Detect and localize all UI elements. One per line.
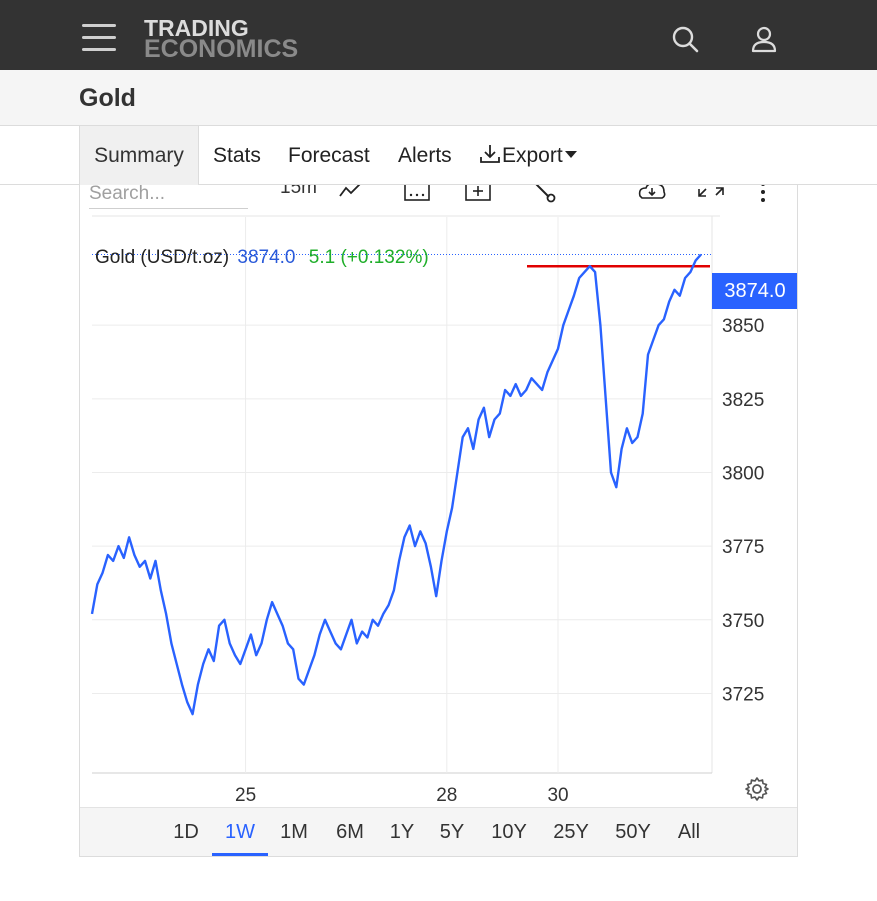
- title-bar: Gold: [0, 70, 877, 126]
- y-tick-label: 3725: [722, 684, 764, 705]
- logo-line-1: TRADING: [144, 15, 249, 41]
- tab-export[interactable]: Export: [478, 126, 577, 185]
- top-navigation-bar: TRADING ECONOMICS: [0, 0, 877, 70]
- interval-selector[interactable]: 15m: [280, 185, 317, 198]
- export-label: Export: [502, 144, 563, 167]
- legend-symbol-name: Gold (USD/t.oz): [95, 247, 230, 268]
- x-tick-label: 25: [235, 785, 256, 806]
- period-all[interactable]: All: [677, 821, 701, 843]
- user-icon[interactable]: [749, 24, 779, 54]
- period-10y[interactable]: 10Y: [491, 821, 527, 843]
- drawing-tool-icon[interactable]: [531, 185, 557, 205]
- trading-economics-logo[interactable]: TRADING ECONOMICS: [144, 15, 299, 63]
- y-tick-label: 3850: [722, 316, 764, 337]
- logo-line-2: ECONOMICS: [144, 35, 299, 63]
- legend-last-price: 3874.0: [237, 247, 296, 268]
- chart-panel: 3725 3750 3775 3800 3825 3850 25 28 30 15m: [79, 185, 798, 857]
- download-icon[interactable]: [636, 185, 668, 205]
- period-selector: 1D 1W 1M 6M 1Y 5Y 10Y 25Y 50Y All: [80, 807, 797, 856]
- fullscreen-icon[interactable]: [696, 185, 726, 205]
- tab-forecast[interactable]: Forecast: [288, 144, 370, 167]
- period-1w[interactable]: 1W: [212, 808, 268, 856]
- x-tick-label: 28: [436, 785, 457, 806]
- legend-price-change: 5.1 (+0.132%): [308, 247, 429, 268]
- section-tabs: Summary Stats Forecast Alerts Export: [0, 126, 877, 185]
- period-1d[interactable]: 1D: [173, 821, 199, 843]
- symbol-search-input[interactable]: [89, 185, 248, 209]
- chart-legend: Gold (USD/t.oz) 3874.0 5.1 (+0.132%): [95, 247, 429, 269]
- page-title: Gold: [79, 84, 136, 112]
- y-tick-label: 3775: [722, 537, 764, 558]
- period-5y[interactable]: 5Y: [439, 821, 465, 843]
- chart-toolbar: 15m: [80, 185, 797, 217]
- hamburger-menu-icon[interactable]: [82, 24, 116, 52]
- chart-type-icon[interactable]: [338, 185, 364, 205]
- period-50y[interactable]: 50Y: [615, 821, 651, 843]
- calendar-icon[interactable]: [403, 185, 431, 205]
- tab-alerts[interactable]: Alerts: [398, 144, 452, 167]
- y-tick-label: 3800: [722, 463, 764, 484]
- more-vertical-icon[interactable]: [758, 185, 768, 205]
- price-chart[interactable]: 3725 3750 3775 3800 3825 3850 25 28 30: [80, 185, 798, 807]
- x-tick-label: 30: [547, 785, 568, 806]
- gear-icon[interactable]: [744, 776, 770, 802]
- last-price-badge: 3874.0: [712, 273, 797, 309]
- tab-stats[interactable]: Stats: [213, 144, 261, 167]
- download-icon: [480, 144, 500, 163]
- period-6m[interactable]: 6M: [336, 821, 364, 843]
- period-25y[interactable]: 25Y: [553, 821, 589, 843]
- y-tick-label: 3750: [722, 611, 764, 632]
- search-icon[interactable]: [670, 24, 700, 54]
- period-1m[interactable]: 1M: [280, 821, 308, 843]
- period-1y[interactable]: 1Y: [389, 821, 415, 843]
- chevron-down-icon: [564, 150, 577, 158]
- gold-price-series-line: [90, 253, 702, 716]
- tab-summary[interactable]: Summary: [79, 126, 199, 185]
- y-tick-label: 3825: [722, 390, 764, 411]
- add-compare-icon[interactable]: [464, 185, 492, 205]
